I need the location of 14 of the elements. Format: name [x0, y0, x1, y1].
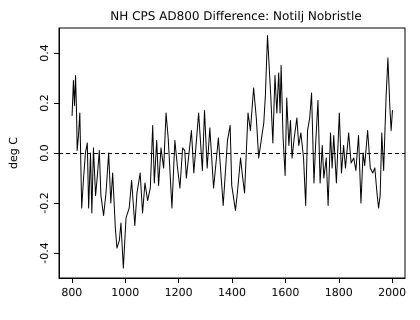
x-tick-label: 2000	[378, 286, 406, 299]
y-axis-title: deg C	[7, 136, 20, 169]
x-tick-label: 1200	[164, 286, 193, 299]
y-tick-label: 0.0	[38, 144, 51, 162]
x-tick-label: 1800	[324, 286, 353, 299]
y-tick-label: 0.2	[38, 94, 51, 112]
x-tick-label: 800	[61, 286, 82, 299]
y-tick-label: -0.4	[38, 242, 51, 264]
x-tick-label: 1400	[218, 286, 246, 299]
chart-title: NH CPS AD800 Difference: Notilj Nobristle	[110, 9, 362, 23]
x-tick-label: 1600	[271, 286, 300, 299]
x-tick-label: 1000	[111, 286, 140, 299]
y-tick-label: -0.2	[38, 192, 51, 214]
y-tick-label: 0.4	[38, 44, 51, 62]
